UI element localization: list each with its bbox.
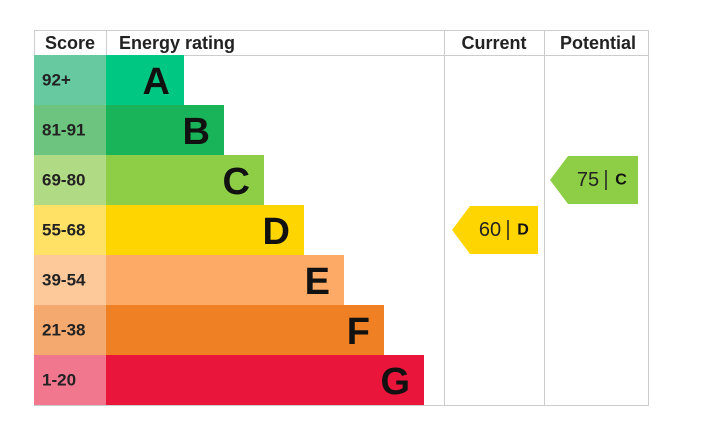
score-cell bbox=[34, 155, 106, 205]
rating-letter: F bbox=[347, 311, 370, 353]
score-cell bbox=[34, 105, 106, 155]
rating-letter: E bbox=[305, 261, 330, 303]
header-current: Current bbox=[461, 33, 526, 53]
rating-bar bbox=[106, 355, 424, 405]
rating-letter: B bbox=[183, 111, 210, 153]
potential-value: 75 bbox=[577, 169, 599, 191]
rating-bar bbox=[106, 255, 344, 305]
rating-letter: G bbox=[380, 361, 410, 403]
rating-bar bbox=[106, 155, 264, 205]
header-rating: Energy rating bbox=[119, 33, 235, 53]
potential-rating: C bbox=[615, 172, 627, 189]
rating-bar bbox=[106, 55, 184, 105]
rating-bar bbox=[106, 105, 224, 155]
score-range: 21-38 bbox=[42, 321, 85, 340]
score-cell bbox=[34, 355, 106, 405]
score-cell bbox=[34, 55, 106, 105]
potential-arrow bbox=[550, 156, 638, 204]
header-potential: Potential bbox=[560, 33, 636, 53]
score-range: 1-20 bbox=[42, 371, 76, 390]
score-cell bbox=[34, 205, 106, 255]
score-cell bbox=[34, 305, 106, 355]
rating-letter: C bbox=[223, 161, 250, 203]
score-range: 55-68 bbox=[42, 221, 85, 240]
score-range: 92+ bbox=[42, 71, 71, 90]
score-cell bbox=[34, 255, 106, 305]
current-value: 60 bbox=[479, 219, 501, 241]
score-range: 81-91 bbox=[42, 121, 85, 140]
current-arrow bbox=[452, 206, 538, 254]
rating-bar bbox=[106, 205, 304, 255]
current-rating: D bbox=[517, 222, 529, 239]
rating-bar bbox=[106, 305, 384, 355]
header-score: Score bbox=[45, 33, 95, 53]
score-range: 69-80 bbox=[42, 171, 85, 190]
rating-letter: D bbox=[263, 211, 290, 253]
score-range: 39-54 bbox=[42, 271, 86, 290]
rating-letter: A bbox=[143, 61, 170, 103]
